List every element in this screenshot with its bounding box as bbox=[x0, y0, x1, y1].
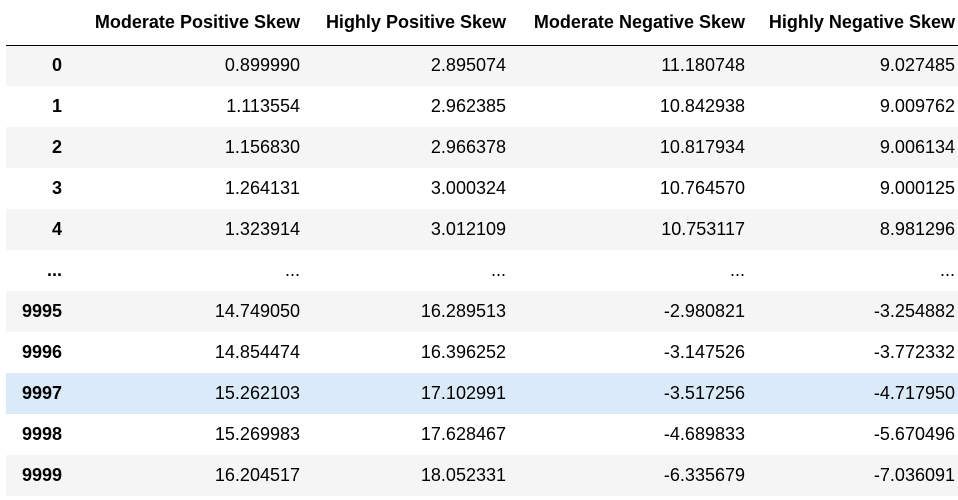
column-header-highly-positive-skew: Highly Positive Skew bbox=[303, 0, 509, 46]
table-cell: 1.323914 bbox=[224, 219, 300, 239]
column-header-moderate-negative-skew: Moderate Negative Skew bbox=[509, 0, 748, 46]
table-row: 9995 14.749050 16.289513 -2.980821 -3.254882 bbox=[6, 291, 958, 332]
table-cell: 15.269983 bbox=[214, 424, 300, 444]
table-cell: 18.052331 bbox=[420, 465, 506, 485]
table-cell: 11.180748 bbox=[661, 55, 745, 76]
row-index: 9996 bbox=[21, 342, 62, 362]
table-cell: 9.006134 bbox=[879, 137, 955, 157]
table-cell: -3.517256 bbox=[663, 383, 745, 403]
table-cell: 2.966378 bbox=[430, 137, 506, 157]
table-cell: 16.289513 bbox=[420, 301, 506, 321]
table-row: 4 1.323914 3.012109 10.753117 8.981296 bbox=[6, 209, 958, 250]
row-index: 9999 bbox=[21, 465, 62, 485]
table-row: 0 0.899990 2.895074 11.180748 9.027485 bbox=[6, 45, 958, 86]
table-cell: 14.749050 bbox=[214, 301, 300, 321]
column-header-moderate-positive-skew: Moderate Positive Skew bbox=[68, 0, 303, 46]
table-cell: 16.204517 bbox=[214, 465, 300, 485]
table-cell: ... bbox=[284, 260, 300, 280]
column-header-highly-negative-skew: Highly Negative Skew bbox=[748, 0, 958, 46]
table-cell: -7.036091 bbox=[873, 465, 955, 485]
table-cell: -3.254882 bbox=[873, 301, 955, 321]
table-cell: ... bbox=[490, 260, 506, 280]
table-row: 9998 15.269983 17.628467 -4.689833 -5.670496 bbox=[6, 414, 958, 455]
table-cell: 10.817934 bbox=[659, 137, 745, 157]
table-cell: 17.628467 bbox=[420, 424, 506, 444]
table-cell: -4.689833 bbox=[663, 424, 745, 444]
row-index: 9998 bbox=[21, 424, 62, 444]
table-cell: 1.113554 bbox=[226, 96, 300, 116]
table-cell: 9.027485 bbox=[879, 55, 955, 76]
table-cell: 10.753117 bbox=[661, 219, 745, 239]
table-row: 3 1.264131 3.000324 10.764570 9.000125 bbox=[6, 168, 958, 209]
table-cell: 10.764570 bbox=[659, 178, 745, 198]
table-cell: -3.772332 bbox=[873, 342, 955, 362]
row-index: 9997 bbox=[21, 383, 62, 403]
table-row: 2 1.156830 2.966378 10.817934 9.006134 bbox=[6, 127, 958, 168]
table-row: 1 1.113554 2.962385 10.842938 9.009762 bbox=[6, 86, 958, 127]
table-cell: 14.854474 bbox=[214, 342, 300, 362]
row-index: 1 bbox=[51, 96, 62, 116]
table-cell: 0.899990 bbox=[224, 55, 300, 76]
table-header: Moderate Positive Skew Highly Positive S… bbox=[6, 0, 958, 46]
table-cell: -2.980821 bbox=[663, 301, 745, 321]
table-cell: -4.717950 bbox=[873, 383, 955, 403]
dataframe-table: Moderate Positive Skew Highly Positive S… bbox=[6, 0, 958, 496]
table-cell: 3.000324 bbox=[430, 178, 506, 198]
row-index: 2 bbox=[51, 137, 62, 157]
table-cell: 9.000125 bbox=[879, 178, 955, 198]
index-header bbox=[6, 0, 68, 46]
table-cell: 16.396252 bbox=[420, 342, 506, 362]
row-index: 9995 bbox=[21, 301, 62, 321]
header-row: Moderate Positive Skew Highly Positive S… bbox=[6, 0, 958, 46]
table-cell: -3.147526 bbox=[663, 342, 745, 362]
row-index: ... bbox=[46, 260, 62, 280]
table-row: 9997 15.262103 17.102991 -3.517256 -4.717950 bbox=[6, 373, 958, 414]
table-cell: 9.009762 bbox=[879, 96, 955, 116]
table-cell: ... bbox=[729, 260, 745, 280]
table-cell: 2.962385 bbox=[430, 96, 506, 116]
table-row: ............... bbox=[6, 250, 958, 291]
table-cell: 1.264131 bbox=[224, 178, 300, 198]
row-index: 0 bbox=[51, 55, 62, 76]
table-body: 0 0.899990 2.895074 11.180748 9.027485 1 1.113… bbox=[6, 45, 958, 496]
table-cell: ... bbox=[939, 260, 955, 280]
table-cell: 3.012109 bbox=[430, 219, 506, 239]
table-row: 9999 16.204517 18.052331 -6.335679 -7.036091 bbox=[6, 455, 958, 496]
table-cell: -6.335679 bbox=[663, 465, 745, 485]
table-cell: 8.981296 bbox=[879, 219, 955, 239]
table-cell: 10.842938 bbox=[659, 96, 745, 116]
row-index: 3 bbox=[51, 178, 62, 198]
table-cell: 1.156830 bbox=[224, 137, 300, 157]
table-cell: 15.262103 bbox=[214, 383, 300, 403]
row-index: 4 bbox=[51, 219, 62, 239]
table-cell: -5.670496 bbox=[873, 424, 955, 444]
table-row: 9996 14.854474 16.396252 -3.147526 -3.772332 bbox=[6, 332, 958, 373]
table-cell: 2.895074 bbox=[430, 55, 506, 76]
table-cell: 17.102991 bbox=[420, 383, 506, 403]
